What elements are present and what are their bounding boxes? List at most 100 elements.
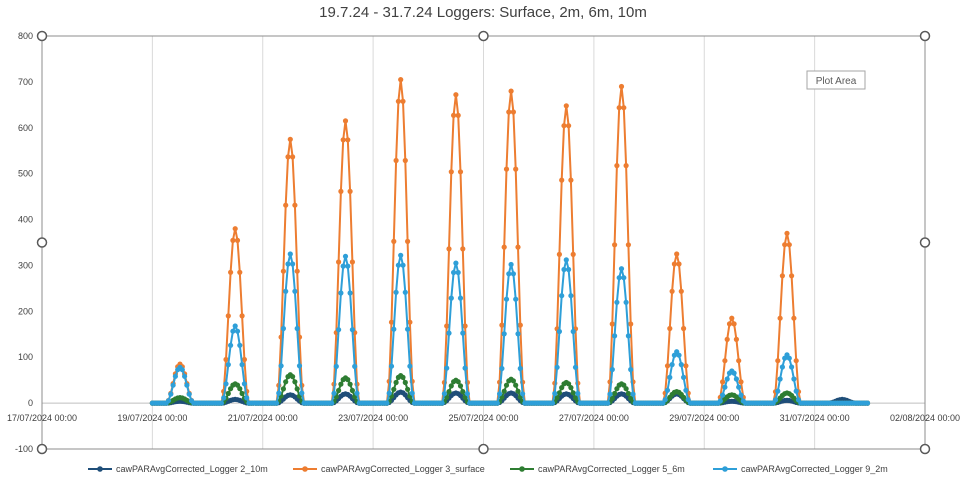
data-point — [515, 388, 521, 394]
legend-marker — [722, 466, 728, 472]
data-point — [612, 390, 618, 397]
resize-handle[interactable] — [919, 237, 931, 248]
data-point — [625, 242, 632, 248]
data-point — [561, 266, 567, 273]
data-point — [441, 391, 447, 397]
y-tick-label: 800 — [18, 31, 33, 41]
resize-handle[interactable] — [36, 443, 48, 455]
x-tick-label: 23/07/2024 00:00 — [338, 413, 408, 423]
legend-item[interactable]: cawPARAvgCorrected_Logger 3_surface — [293, 464, 485, 474]
series-2 — [149, 77, 871, 406]
data-point — [273, 400, 280, 406]
y-tick-label: 400 — [18, 215, 33, 225]
data-point — [733, 336, 740, 342]
data-point — [722, 384, 728, 390]
data-point — [671, 261, 678, 267]
x-tick-label: 31/07/2024 00:00 — [780, 413, 850, 423]
data-point — [494, 400, 500, 406]
data-point — [292, 202, 298, 208]
resize-handle[interactable] — [478, 443, 489, 455]
plot-series[interactable] — [149, 77, 871, 406]
data-point — [400, 262, 406, 268]
data-point — [515, 331, 521, 337]
data-point — [664, 363, 671, 369]
y-axis: -100 0 100 200 300 400 500 600 700 800 — [15, 31, 33, 454]
data-point — [681, 325, 687, 332]
data-point — [676, 352, 682, 358]
data-point — [775, 388, 781, 394]
data-point — [446, 389, 452, 395]
data-point — [448, 383, 454, 389]
data-point — [407, 319, 413, 325]
data-point — [244, 395, 250, 401]
data-point — [239, 313, 245, 319]
data-point — [508, 88, 514, 94]
data-point — [384, 400, 390, 406]
data-point — [290, 374, 296, 380]
data-point — [292, 288, 298, 294]
data-point — [510, 271, 516, 277]
data-point — [789, 273, 795, 279]
data-point — [513, 296, 519, 302]
data-point — [503, 296, 510, 302]
data-point — [455, 269, 461, 276]
data-point — [503, 166, 510, 172]
data-point — [609, 395, 615, 401]
data-point — [731, 321, 737, 327]
data-point — [448, 295, 454, 301]
resize-handle[interactable] — [36, 30, 48, 42]
data-point — [221, 395, 227, 401]
data-point — [405, 386, 411, 392]
legend-item[interactable]: cawPARAvgCorrected_Logger 9_2m — [713, 464, 888, 474]
resize-handle[interactable] — [919, 30, 931, 42]
data-point — [349, 327, 355, 333]
data-point — [683, 387, 689, 393]
data-point — [444, 365, 450, 371]
data-point — [347, 188, 353, 194]
data-point — [446, 246, 452, 252]
data-point — [791, 376, 797, 382]
data-point — [621, 105, 627, 111]
selection-handles[interactable] — [36, 30, 931, 455]
data-point — [549, 400, 556, 406]
data-point — [444, 323, 450, 329]
data-point — [561, 123, 567, 129]
legend-item[interactable]: cawPARAvgCorrected_Logger 2_10m — [88, 464, 268, 474]
data-point — [453, 260, 459, 266]
resize-handle[interactable] — [919, 443, 931, 455]
data-point — [405, 238, 411, 244]
data-point — [724, 336, 730, 342]
data-point — [722, 358, 728, 364]
data-point — [784, 230, 790, 236]
data-point — [453, 92, 459, 98]
data-point — [513, 382, 519, 388]
data-point — [499, 322, 505, 328]
data-point — [460, 330, 466, 336]
legend-item[interactable]: cawPARAvgCorrected_Logger 5_6m — [510, 464, 685, 474]
data-point — [563, 257, 569, 263]
legend-label: cawPARAvgCorrected_Logger 3_surface — [321, 464, 485, 474]
data-point — [625, 333, 632, 339]
data-point — [352, 363, 358, 369]
data-point — [237, 342, 243, 348]
data-point — [228, 342, 234, 348]
data-point — [388, 319, 395, 325]
data-point — [241, 381, 247, 387]
data-point — [462, 365, 468, 371]
data-point — [347, 290, 353, 296]
data-point — [405, 326, 411, 332]
resize-handle[interactable] — [478, 30, 489, 42]
resize-handle[interactable] — [36, 237, 48, 248]
data-point — [566, 123, 572, 129]
data-point — [292, 379, 298, 385]
data-point — [609, 366, 615, 373]
data-point — [338, 381, 344, 387]
data-point — [333, 363, 339, 369]
legend[interactable]: cawPARAvgCorrected_Logger 2_10m cawPARAvg… — [88, 464, 888, 474]
data-point — [228, 269, 234, 275]
data-point — [572, 395, 579, 401]
data-point — [287, 251, 293, 257]
y-tick-label: 0 — [28, 398, 33, 408]
data-point — [497, 391, 503, 397]
